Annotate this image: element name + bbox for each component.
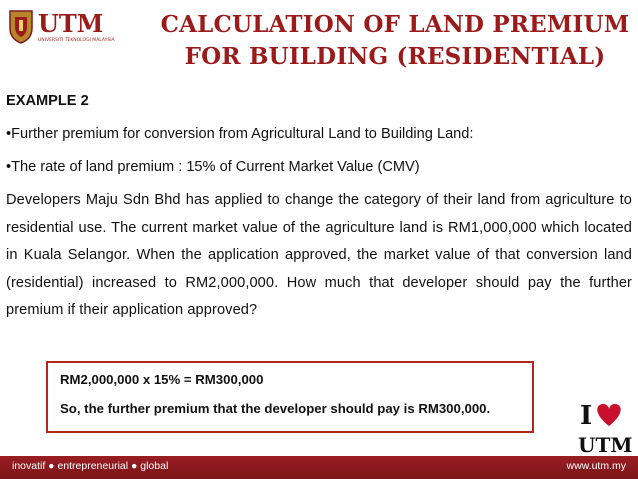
slide-content: EXAMPLE 2 •Further premium for conversio… [6,91,632,325]
bullet-item: •The rate of land premium : 15% of Curre… [6,159,420,175]
footer-tagline: inovatif ● entrepreneurial ● global [12,460,169,472]
badge-utm: UTM [578,433,632,456]
logo-text: UTM [38,9,103,38]
answer-box: RM2,000,000 x 15% = RM300,000 So, the fu… [46,361,534,433]
footer-bar: inovatif ● entrepreneurial ● global www.… [0,456,638,479]
problem-paragraph: Developers Maju Sdn Bhd has applied to c… [6,192,632,319]
answer-calculation: RM2,000,000 x 15% = RM300,000 [60,372,264,387]
footer-url-link[interactable]: www.utm.my [566,460,626,472]
bullet-item: •Further premium for conversion from Agr… [6,126,474,142]
badge-i: I [580,401,592,431]
slide-title: CALCULATION OF LAND PREMIUM FOR BUILDING… [160,9,630,73]
heart-icon [597,403,621,426]
crest-icon [9,10,33,44]
title-line-2: FOR BUILDING (RESIDENTIAL) [184,43,606,70]
i-love-utm-badge: I UTM [578,401,632,456]
answer-conclusion: So, the further premium that the develop… [60,401,491,416]
example-heading: EXAMPLE 2 [6,93,89,109]
logo-subtext: UNIVERSITI TEKNOLOGI MALAYSIA [38,37,116,43]
slide-header: UTM UNIVERSITI TEKNOLOGI MALAYSIA CALCUL… [0,0,638,86]
utm-logo: UTM UNIVERSITI TEKNOLOGI MALAYSIA [9,9,116,44]
title-line-1: CALCULATION OF LAND PREMIUM [160,11,630,38]
